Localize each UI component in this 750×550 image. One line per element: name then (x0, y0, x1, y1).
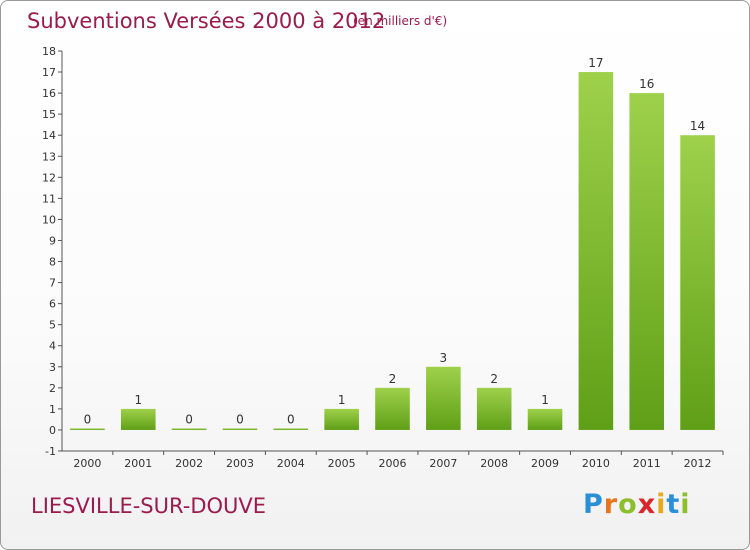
chart-title: Subventions Versées 2000 à 2012 (27, 9, 386, 33)
y-tick-label: 5 (49, 319, 56, 332)
y-tick-label: -1 (45, 445, 56, 458)
y-tick-label: 11 (42, 192, 56, 205)
y-tick-label: 2 (49, 382, 56, 395)
data-label: 0 (236, 412, 244, 426)
y-tick-label: 1 (49, 403, 56, 416)
data-label: 0 (84, 412, 92, 426)
logo-letter: o (618, 489, 638, 520)
bar (476, 387, 512, 430)
y-tick-label: 16 (42, 87, 56, 100)
x-tick-label: 2009 (531, 457, 559, 470)
x-tick-label: 2011 (633, 457, 661, 470)
y-tick-label: 15 (42, 108, 56, 121)
logo-letter: r (603, 489, 619, 520)
bar (527, 408, 563, 430)
commune-name: LIESVILLE-SUR-DOUVE (31, 494, 267, 518)
y-tick-label: 9 (49, 234, 56, 247)
logo-letter: i (680, 489, 691, 520)
x-tick-label: 2010 (582, 457, 610, 470)
x-tick-label: 2005 (328, 457, 356, 470)
x-tick-label: 2003 (226, 457, 254, 470)
x-tick-label: 2000 (73, 457, 101, 470)
data-label: 14 (690, 119, 705, 133)
data-label: 17 (588, 56, 603, 70)
x-tick-label: 2004 (277, 457, 305, 470)
bar (426, 366, 461, 430)
y-tick-label: 10 (42, 213, 56, 226)
data-label: 0 (287, 412, 295, 426)
data-label: 1 (338, 393, 346, 407)
bars (70, 72, 715, 430)
y-tick-label: 17 (42, 66, 56, 79)
bar (70, 428, 105, 430)
bar (222, 428, 258, 430)
y-tick-label: 18 (42, 45, 56, 58)
x-tick-label: 2001 (124, 457, 152, 470)
x-tick-label: 2007 (429, 457, 457, 470)
x-tick-label: 2008 (480, 457, 508, 470)
y-tick-label: 7 (49, 277, 56, 290)
chart-unit-label: (en milliers d'€) (353, 14, 448, 28)
x-tick-label: 2002 (175, 457, 203, 470)
data-label: 2 (490, 372, 498, 386)
data-labels: 0 1 0 0 0 1 2 3 2 1 17 16 14 (84, 56, 706, 426)
bar (375, 387, 410, 430)
data-label: 1 (541, 393, 549, 407)
bar (680, 135, 715, 430)
y-tick-label: 12 (42, 171, 56, 184)
data-label: 3 (440, 351, 448, 365)
y-tick-label: 13 (42, 150, 56, 163)
proxiti-logo: Proxiti (583, 489, 691, 520)
y-tick-label: 6 (49, 298, 56, 311)
x-tick-label: 2006 (379, 457, 407, 470)
bar (578, 72, 614, 430)
bar (171, 428, 207, 430)
bar (273, 428, 309, 430)
y-tick-label: 8 (49, 256, 56, 269)
x-axis: 2000 2001 2002 2003 2004 2005 2006 2007 2008 2009… (62, 450, 724, 470)
bar (324, 408, 359, 430)
bar (629, 93, 665, 430)
data-label: 0 (185, 412, 193, 426)
data-label: 1 (134, 393, 142, 407)
logo-letter: x (637, 489, 657, 520)
y-tick-label: 0 (49, 424, 56, 437)
y-tick-label: 4 (49, 340, 56, 353)
logo-letter: i (656, 489, 667, 520)
bar (120, 408, 156, 430)
x-tick-label: 2012 (684, 457, 712, 470)
logo-letter: P (583, 489, 604, 520)
y-tick-label: 3 (49, 361, 56, 374)
logo-letter: t (666, 489, 681, 520)
y-tick-label: 14 (42, 129, 56, 142)
data-label: 16 (639, 77, 654, 91)
data-label: 2 (389, 372, 397, 386)
